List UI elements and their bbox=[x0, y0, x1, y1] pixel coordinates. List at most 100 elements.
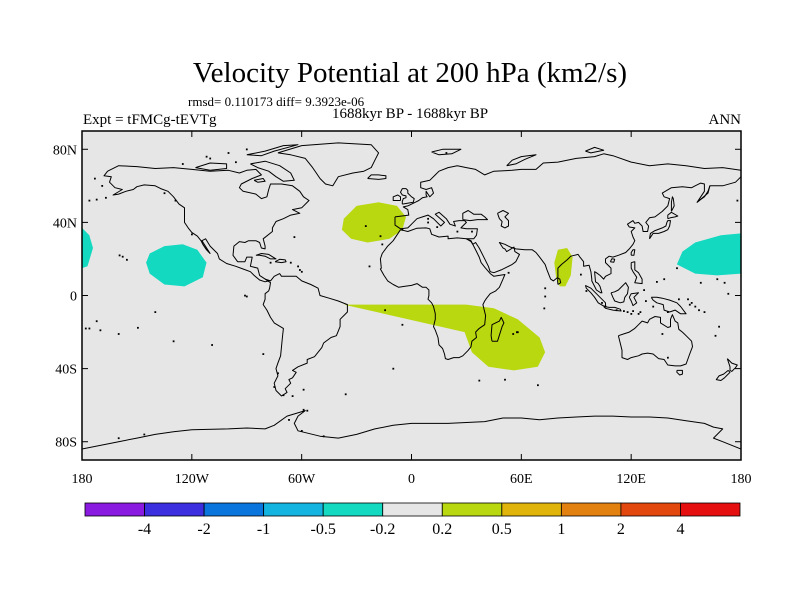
anomaly-region-north-atlantic-positive bbox=[341, 202, 406, 243]
colorbar-label: 0.5 bbox=[492, 521, 512, 538]
island-dot bbox=[300, 430, 303, 432]
anomaly-region-west-pacific-negative bbox=[676, 233, 741, 276]
experiment-label: Expt = tFMCg-tEVTg bbox=[83, 112, 217, 128]
island-dot bbox=[94, 177, 96, 180]
island-dot bbox=[95, 320, 98, 323]
island-dot bbox=[690, 302, 693, 304]
island-dot bbox=[645, 300, 647, 302]
island-dot bbox=[580, 273, 582, 276]
island-dot bbox=[299, 269, 301, 271]
island-dot bbox=[694, 305, 697, 308]
island-dot bbox=[209, 157, 212, 160]
island-dot bbox=[117, 333, 120, 335]
island-dot bbox=[95, 198, 98, 201]
island-dot bbox=[101, 185, 104, 187]
period-label: 1688kyr BP - 1688kyr BP bbox=[332, 106, 488, 122]
island-dot bbox=[154, 311, 157, 313]
island-dot bbox=[291, 395, 294, 397]
map-background bbox=[82, 131, 741, 460]
island-dot bbox=[401, 228, 404, 231]
island-dot bbox=[436, 226, 439, 228]
island-dot bbox=[699, 281, 702, 284]
island-dot bbox=[322, 435, 325, 438]
y-tick-label: 40S bbox=[55, 363, 77, 378]
island-dot bbox=[401, 323, 404, 326]
colorbar-label: 1 bbox=[557, 521, 565, 538]
x-tick-label: 180 bbox=[731, 472, 752, 487]
island-dot bbox=[585, 290, 588, 292]
colorbar-box bbox=[560, 502, 622, 517]
island-dot bbox=[289, 261, 292, 264]
island-dot bbox=[273, 386, 276, 388]
anomaly-region-indian-ocean-positive bbox=[343, 304, 546, 371]
island-dot bbox=[637, 313, 640, 315]
coastline-baffin-island bbox=[250, 160, 295, 182]
island-dot bbox=[716, 278, 719, 281]
island-dot bbox=[537, 384, 539, 387]
x-tick-label: 120W bbox=[175, 472, 210, 487]
coastline-severnaya-zemlya bbox=[585, 146, 605, 154]
island-dot bbox=[293, 236, 296, 238]
island-dot bbox=[245, 295, 248, 298]
coastline-madagascar bbox=[490, 316, 505, 342]
anomaly-region-bay-of-bengal-positive bbox=[554, 248, 573, 287]
island-dot bbox=[117, 437, 120, 440]
island-dot bbox=[205, 155, 208, 158]
coastline-ellesmere-island bbox=[246, 144, 299, 157]
island-dot bbox=[126, 258, 128, 261]
island-dot bbox=[544, 287, 547, 290]
island-dot bbox=[344, 393, 347, 396]
island-dot bbox=[718, 325, 720, 328]
x-tick-label: 120E bbox=[616, 472, 646, 487]
coastline-svalbard bbox=[431, 148, 462, 156]
season-label: ANN bbox=[709, 112, 742, 128]
island-dot bbox=[84, 327, 87, 330]
colorbar-box bbox=[382, 502, 443, 517]
island-dot bbox=[211, 344, 213, 346]
island-dot bbox=[512, 333, 515, 335]
anomaly-regions bbox=[82, 202, 741, 371]
colorbar-box bbox=[322, 502, 384, 517]
coastline-japan bbox=[649, 220, 671, 240]
coastline-antarctica bbox=[82, 410, 741, 450]
y-tick-label: 40N bbox=[53, 216, 77, 231]
island-dot bbox=[698, 309, 700, 312]
coastline-hokkaido bbox=[667, 211, 679, 220]
island-dot bbox=[663, 278, 666, 281]
island-dot bbox=[300, 270, 303, 273]
island-dot bbox=[381, 243, 384, 246]
island-dot bbox=[368, 265, 371, 268]
coastline-eurasia bbox=[394, 153, 741, 294]
colorbar-label: -0.5 bbox=[311, 521, 336, 538]
island-dot bbox=[172, 340, 175, 343]
colorbar-label: 4 bbox=[677, 521, 685, 538]
x-tick-label: 0 bbox=[408, 472, 415, 487]
y-tick-label: 0 bbox=[70, 290, 77, 305]
island-dot bbox=[181, 163, 184, 165]
island-dot bbox=[544, 295, 547, 298]
x-tick-label: 60E bbox=[510, 472, 533, 487]
colorbar-box bbox=[144, 502, 205, 517]
coastline-hispaniola bbox=[274, 258, 287, 264]
island-dot bbox=[601, 302, 603, 304]
coastline-novaya-zemlya bbox=[506, 154, 537, 167]
coastline-uk bbox=[400, 188, 415, 205]
coastline-new-zealand bbox=[726, 358, 738, 372]
island-dot bbox=[714, 334, 717, 337]
stats-line: rmsd= 0.110173 diff= 9.3923e-06 bbox=[188, 94, 365, 109]
island-dot bbox=[121, 255, 124, 258]
island-dot bbox=[632, 310, 634, 312]
coastline-hainan bbox=[609, 258, 616, 263]
island-dot bbox=[456, 230, 459, 233]
colorbar-label: 0.2 bbox=[432, 521, 452, 538]
map-axes: 180 120W 60W 0 60E 120E 180 80N 40N 0 40S 80S bbox=[53, 131, 752, 487]
island-dot bbox=[516, 331, 519, 334]
coastline-kamchatka-coast bbox=[696, 185, 711, 203]
anomaly-region-dateline-west-negative bbox=[82, 227, 93, 269]
island-dot bbox=[427, 217, 429, 220]
island-dot bbox=[643, 289, 645, 291]
island-dot bbox=[143, 433, 146, 436]
map-plot-area bbox=[82, 131, 741, 460]
colorbar-box bbox=[441, 502, 503, 517]
